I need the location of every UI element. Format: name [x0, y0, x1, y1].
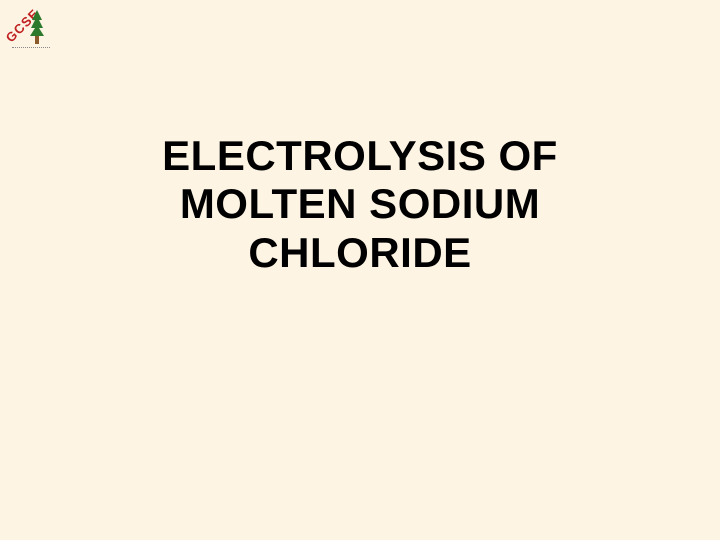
title-line-2: MOLTEN SODIUM [180, 180, 540, 227]
title-line-3: CHLORIDE [248, 229, 471, 276]
gcse-logo: GCSE [4, 4, 52, 52]
tree-icon [30, 10, 44, 46]
logo-underline [12, 46, 50, 48]
slide-title-container: ELECTROLYSIS OF MOLTEN SODIUM CHLORIDE [0, 132, 720, 277]
title-line-1: ELECTROLYSIS OF [162, 132, 558, 179]
slide-title: ELECTROLYSIS OF MOLTEN SODIUM CHLORIDE [0, 132, 720, 277]
